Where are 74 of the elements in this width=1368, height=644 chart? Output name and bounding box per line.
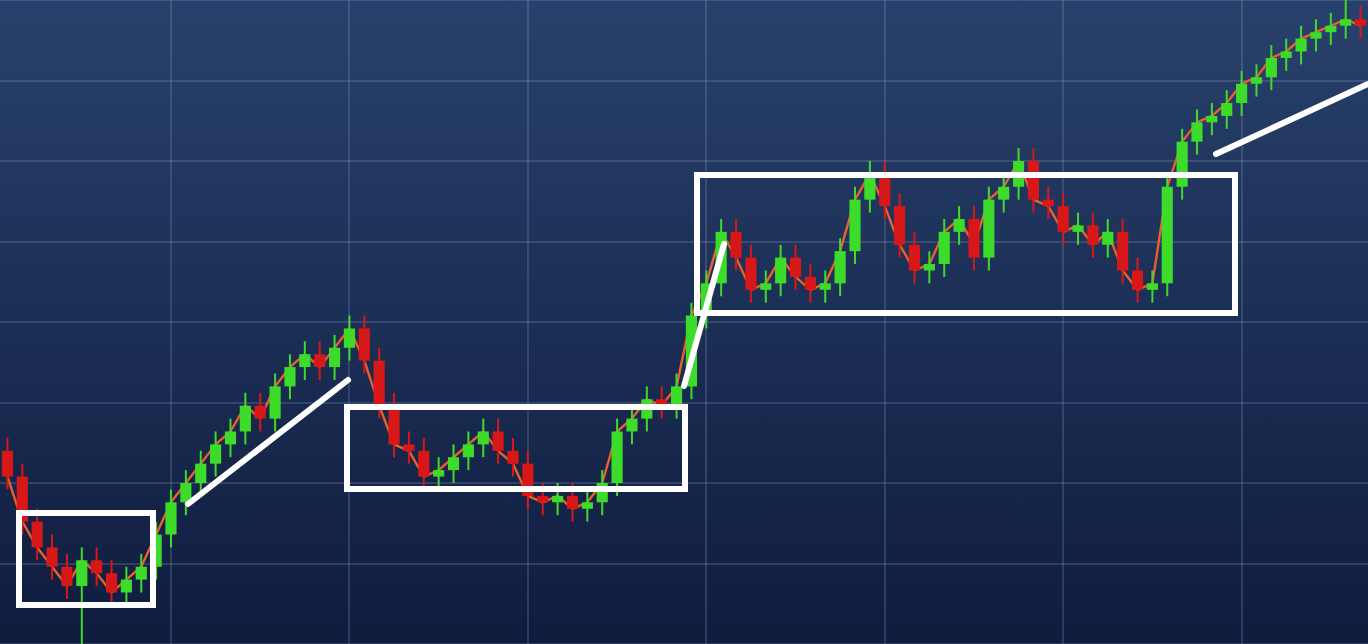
candlestick: [358, 314, 370, 375]
candlestick: [269, 372, 281, 433]
candlestick: [105, 559, 118, 607]
candlestick: [224, 417, 237, 459]
candlestick: [775, 243, 787, 298]
candlestick: [730, 217, 742, 272]
candlestick: [1265, 44, 1277, 92]
candlestick: [462, 430, 474, 472]
candlestick: [433, 456, 445, 491]
candlestick: [923, 250, 935, 285]
candlestick: [239, 391, 251, 446]
candlestick: [135, 552, 147, 594]
candlestick: [388, 391, 400, 459]
candlestick: [552, 482, 564, 517]
candlestick: [1042, 185, 1054, 220]
candlestick: [1072, 211, 1084, 246]
candlestick: [120, 565, 132, 607]
candlestick: [492, 417, 504, 465]
candlestick: [789, 243, 802, 291]
candlestick: [1280, 37, 1292, 72]
candlestick: [46, 533, 58, 581]
candlestick: [507, 436, 519, 478]
candlestick: [953, 205, 965, 246]
candlestick: [76, 546, 88, 644]
candlestick: [1057, 192, 1069, 246]
candlestick: [1, 436, 14, 491]
candlestick: [1087, 211, 1099, 259]
candlestick: [670, 372, 683, 420]
candlestick: [581, 488, 593, 523]
candlestick: [299, 340, 311, 381]
candlestick: [626, 404, 638, 446]
candlestick: [1236, 69, 1248, 117]
candlestick: [938, 217, 950, 278]
candlestick: [1354, 5, 1367, 40]
candlestick: [254, 391, 266, 433]
candlestick: [91, 546, 103, 588]
candlestick: [165, 488, 177, 549]
candlestick: [1310, 18, 1322, 53]
candlestick: [195, 449, 207, 497]
candlestick: [61, 552, 73, 600]
candlestick: [968, 205, 980, 272]
candlestick: [537, 482, 549, 517]
candlestick: [908, 230, 921, 285]
candlestick: [343, 314, 356, 362]
candlestick: [1131, 256, 1144, 304]
candlestick: [210, 430, 222, 478]
candlestick: [477, 417, 489, 459]
candlestick: [1250, 63, 1263, 98]
candlestick: [745, 243, 757, 304]
candlestick: [566, 482, 579, 523]
candlestick: [834, 237, 846, 298]
candlestick: [284, 353, 296, 401]
candlestick: [180, 469, 192, 517]
candlestick: [1102, 217, 1114, 259]
candlestick: [31, 507, 43, 562]
candlestick: [1206, 102, 1218, 137]
candlestick: [819, 269, 831, 304]
candlestick: [998, 172, 1010, 214]
candlestick: [418, 436, 430, 491]
candlestick: [328, 333, 341, 381]
candlestick: [403, 430, 415, 465]
candlestick: [447, 443, 460, 484]
candlestick: [1295, 24, 1307, 66]
candlestick: [804, 263, 816, 304]
candlestick: [1146, 269, 1158, 304]
candlestick: [1221, 89, 1233, 130]
candlestick: [373, 346, 385, 420]
candlestick: [314, 340, 326, 381]
candlestick: [1191, 108, 1203, 156]
candlestick: [1117, 217, 1129, 285]
candlestick: [1340, 0, 1352, 40]
candlestick: [760, 269, 772, 304]
candlestick: [1325, 11, 1337, 47]
candlestick: [894, 192, 906, 259]
